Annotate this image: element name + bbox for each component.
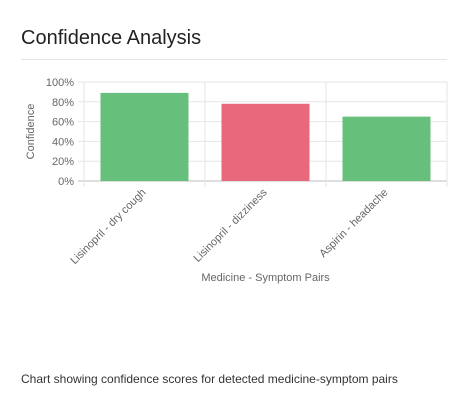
confidence-bar-chart: Confidence Medicine - Symptom Pairs 0% 20%… xyxy=(25,77,448,284)
label-layer: 0% 20% 40% 60% 80% 100% Lisinopril - dry cough… xyxy=(46,77,391,267)
chart-caption: Chart showing confidence scores for dete… xyxy=(21,372,398,386)
y-tick-label: 80% xyxy=(52,97,74,109)
x-tick-label: Lisinopril - dizziness xyxy=(192,186,270,264)
y-tick-label: 40% xyxy=(52,136,74,148)
y-tick-label: 20% xyxy=(52,156,74,168)
bar-layer xyxy=(100,92,431,181)
x-tick-label: Lisinopril - dry cough xyxy=(68,187,148,267)
bar xyxy=(221,103,310,181)
x-tick-label: Aspirin - headache xyxy=(317,187,390,260)
bar xyxy=(100,92,189,181)
axis-layer: Confidence Medicine - Symptom Pairs xyxy=(25,104,330,284)
x-axis-title: Medicine - Symptom Pairs xyxy=(201,272,330,284)
y-axis-title: Confidence xyxy=(25,104,37,160)
y-tick-label: 100% xyxy=(46,77,74,89)
bar xyxy=(342,116,431,181)
card-title: Confidence Analysis xyxy=(21,27,202,49)
y-tick-label: 0% xyxy=(58,176,74,188)
title-divider xyxy=(21,59,447,60)
y-tick-label: 60% xyxy=(52,117,74,129)
